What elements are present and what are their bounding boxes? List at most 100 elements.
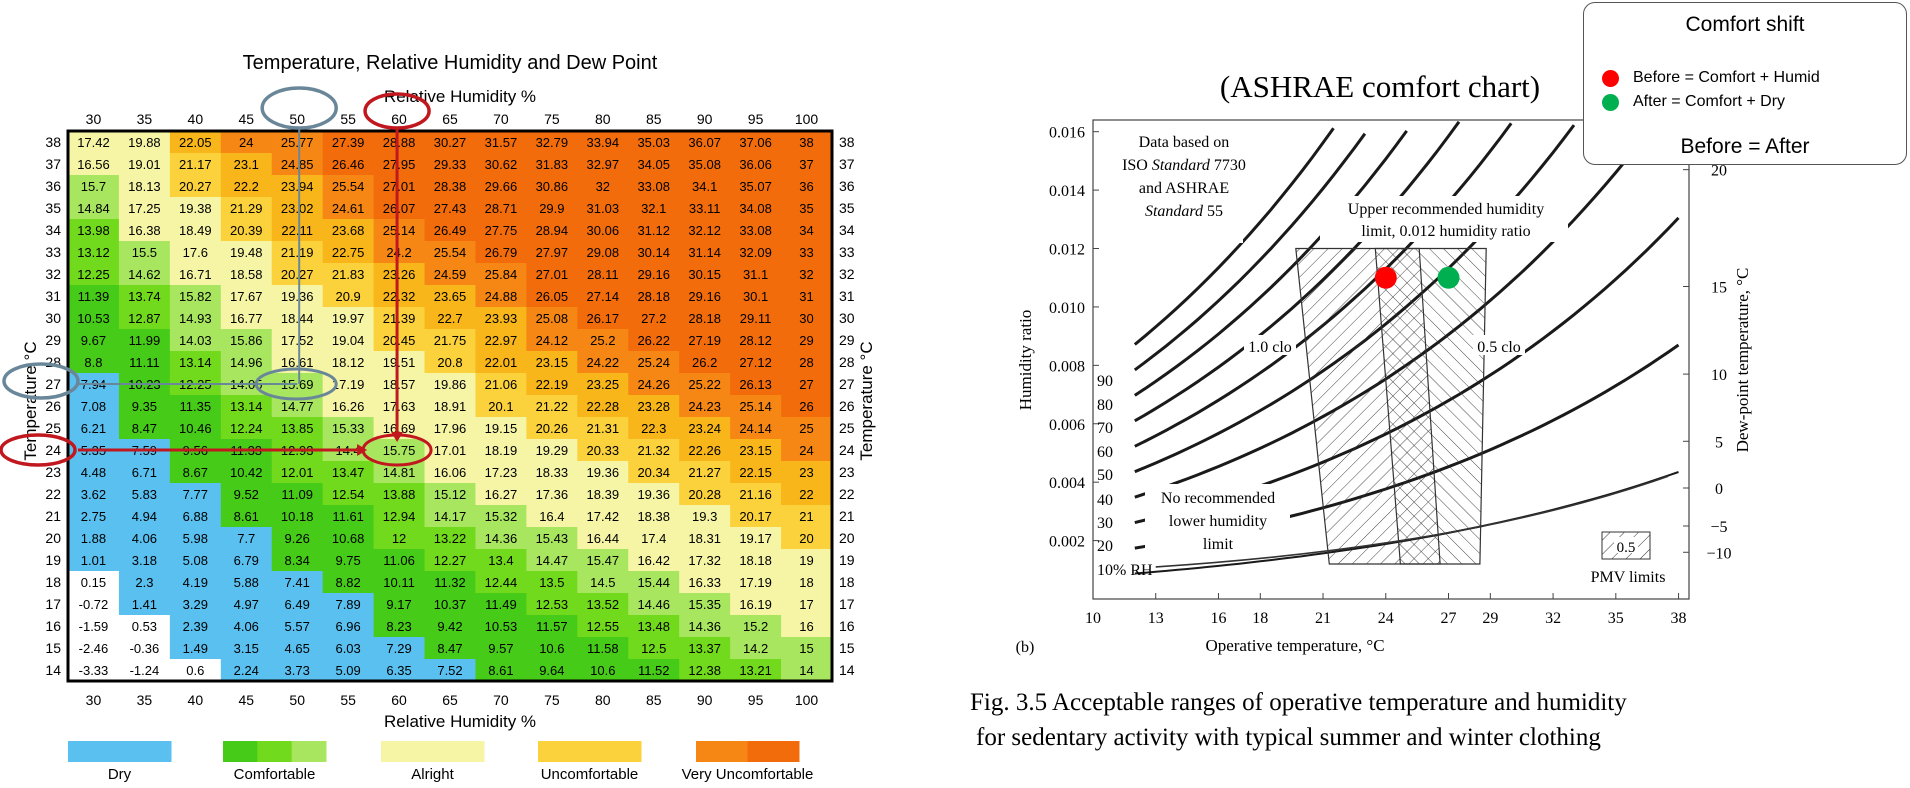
cell-value: 18 (799, 575, 813, 590)
cell-value: 19.88 (128, 135, 161, 150)
heatmap-cell (577, 417, 629, 440)
clo-1-label: 1.0 clo (1248, 339, 1292, 356)
cell-value: 9.42 (437, 619, 462, 634)
heatmap-cell (322, 329, 374, 352)
pmv-label: PMV limits (1591, 569, 1666, 586)
cell-value: 16.19 (739, 597, 772, 612)
heatmap-cell (679, 219, 731, 242)
x-tick-top: 70 (493, 111, 509, 127)
heatmap-cell (220, 637, 273, 660)
cell-value: 10.53 (485, 619, 518, 634)
heatmap-cell (526, 153, 578, 176)
rh-curve (1133, 127, 1335, 346)
rh-label: 30 (1097, 515, 1113, 532)
cell-value: 4.48 (81, 465, 106, 480)
heatmap-cell (169, 483, 222, 506)
cell-value: 24.2 (386, 245, 411, 260)
cell-value: 31 (799, 289, 813, 304)
y-tick-right: 23 (839, 464, 855, 480)
heatmap-cell (118, 417, 171, 440)
y-tick-right: 17 (839, 596, 855, 612)
cell-value: 21.16 (739, 487, 772, 502)
x-tick-label: 13 (1148, 610, 1164, 627)
cell-value: 13.47 (332, 465, 365, 480)
cell-value: 3.73 (285, 663, 310, 678)
y-tick-left: 30 (45, 310, 61, 326)
x-tick-bottom: 45 (238, 692, 254, 708)
heatmap-cell (475, 593, 527, 616)
cell-value: 7.89 (335, 597, 360, 612)
heatmap-cell (373, 461, 425, 484)
cell-value: 5.98 (183, 531, 208, 546)
heatmap-cell (628, 483, 680, 506)
cell-value: 18.91 (434, 399, 467, 414)
heatmap-title: Temperature, Relative Humidity and Dew P… (243, 52, 658, 74)
heatmap-cell (526, 131, 578, 154)
cell-value: 6.79 (234, 553, 259, 568)
cell-value: 4.97 (234, 597, 259, 612)
cell-value: 16.06 (434, 465, 467, 480)
y-tick-left: 38 (45, 134, 61, 150)
data-note-bg (1125, 126, 1243, 243)
cell-value: 24.22 (587, 355, 620, 370)
y-tick-right: 19 (839, 552, 855, 568)
heatmap-cell (526, 241, 578, 264)
heatmap-cell (781, 461, 833, 484)
cell-value: 17.67 (230, 289, 263, 304)
y-tick-right: 34 (839, 222, 855, 238)
y-axis-title-left: Temperature °C (21, 341, 40, 460)
heatmap-cell (373, 153, 425, 176)
heatmap-cell (68, 593, 120, 616)
heatmap-cell (577, 483, 629, 506)
y-tick-right: 28 (839, 354, 855, 370)
heatmap-cell (220, 461, 273, 484)
cell-value: 8.82 (335, 575, 360, 590)
y-tick-left: 25 (45, 420, 61, 436)
cell-value: 1.49 (183, 641, 208, 656)
pmv-swatch-bg (1614, 537, 1638, 553)
cell-value: 13.14 (230, 399, 263, 414)
heatmap-cell (577, 637, 629, 660)
cell-value: 32 (799, 267, 813, 282)
heatmap-cell (220, 197, 273, 220)
cell-value: 12.44 (485, 575, 518, 590)
heatmap-cell (628, 263, 680, 286)
y-tick-right: 37 (839, 156, 855, 172)
cell-value: 18.49 (179, 223, 212, 238)
rh-curve (1133, 130, 1408, 397)
cell-value: 16.77 (230, 311, 263, 326)
cell-value: 21.75 (434, 333, 467, 348)
x-tick-label: 35 (1608, 610, 1624, 627)
heatmap-cell (730, 615, 782, 638)
cell-value: 29.11 (740, 311, 772, 326)
x-tick-top: 75 (544, 111, 560, 127)
heatmap-cell (271, 373, 324, 396)
cell-value: 11.99 (129, 333, 161, 348)
y-tick-right: 20 (839, 530, 855, 546)
y-tick-label: 0.012 (1049, 242, 1085, 259)
cell-value: 32 (596, 179, 610, 194)
y-tick-left: 24 (45, 442, 61, 458)
cell-value: 20.9 (335, 289, 360, 304)
heatmap-cell (220, 329, 273, 352)
heatmap-cell (730, 637, 782, 660)
heatmap-cell (373, 659, 425, 682)
cell-value: 6.21 (81, 421, 106, 436)
cell-value: 20.26 (536, 421, 569, 436)
cell-value: 12.55 (587, 619, 620, 634)
heatmap-cell (271, 637, 324, 660)
heatmap-cell (577, 263, 629, 286)
y-tick-left: 33 (45, 244, 61, 260)
heatmap-cell (475, 395, 527, 418)
y2-tick-label: 20 (1711, 163, 1727, 180)
heatmap-cell (475, 439, 527, 462)
cell-value: 13.74 (128, 289, 161, 304)
cell-value: 12.54 (332, 487, 365, 502)
y2-tick-label: 10 (1711, 367, 1727, 384)
heatmap-cell (781, 637, 833, 660)
cell-value: 25.08 (536, 311, 569, 326)
heatmap-cell (526, 593, 578, 616)
cell-value: 25.2 (590, 333, 615, 348)
y-tick-right: 33 (839, 244, 855, 260)
heatmap-cell (322, 549, 374, 572)
